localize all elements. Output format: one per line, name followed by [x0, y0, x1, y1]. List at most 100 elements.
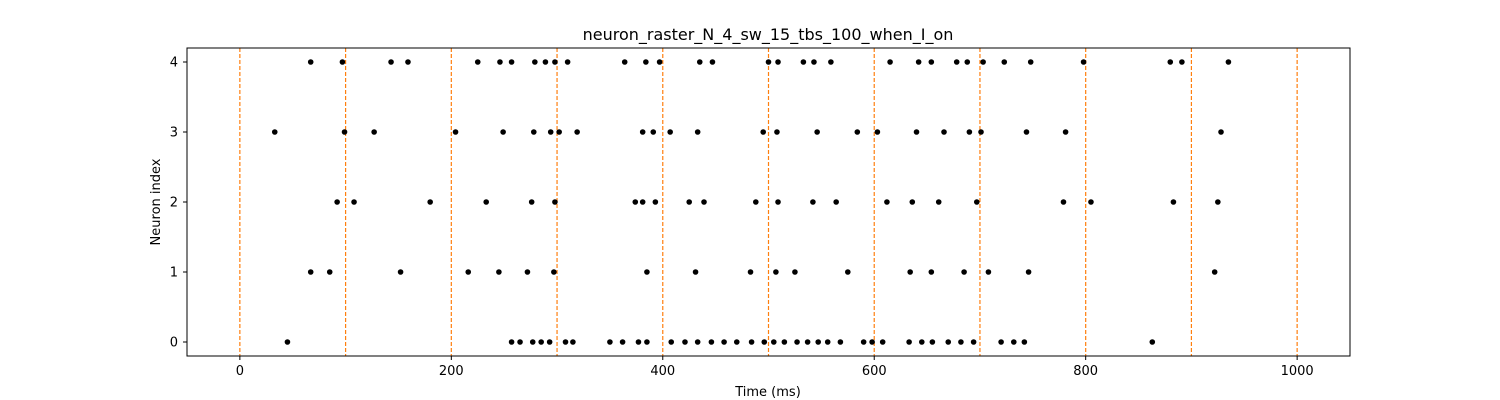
- spike-n3-12: [694, 129, 701, 135]
- spike-n2-20: [1088, 199, 1094, 205]
- spike-n1-1: [326, 269, 333, 275]
- spike-n0-1: [508, 339, 515, 345]
- spike-n0-8: [607, 339, 613, 345]
- spike-n2-11: [753, 199, 759, 205]
- spike-n4-31: [1179, 59, 1185, 65]
- spike-n3-10: [650, 129, 657, 135]
- spike-n4-3: [405, 59, 411, 65]
- spike-n1-17: [1025, 269, 1032, 275]
- spike-n0-26: [837, 339, 844, 345]
- spike-n2-22: [1215, 199, 1221, 205]
- spike-n3-11: [667, 129, 673, 135]
- spike-n0-17: [733, 339, 740, 345]
- spike-n0-7: [570, 339, 576, 345]
- spike-n2-4: [528, 199, 535, 205]
- y-axis-label: Neuron index: [149, 158, 164, 245]
- y-tick-label-4: 4: [170, 56, 178, 71]
- spike-n1-2: [397, 269, 404, 275]
- spike-n0-21: [781, 339, 788, 345]
- spike-n3-13: [760, 129, 767, 135]
- spike-n3-22: [1023, 129, 1030, 135]
- spike-n3-24: [1218, 129, 1224, 135]
- spike-n4-23: [928, 59, 935, 65]
- spike-n1-6: [551, 269, 557, 275]
- spike-n0-2: [517, 339, 523, 345]
- spike-n2-19: [1060, 199, 1067, 205]
- spike-n3-19: [941, 129, 947, 135]
- spike-n1-7: [644, 269, 650, 275]
- stimulus-lines: [239, 48, 1298, 356]
- spike-n0-39: [1149, 339, 1156, 345]
- spike-n2-6: [632, 199, 639, 205]
- spike-n1-15: [961, 269, 967, 275]
- x-axis-ticks: 0 200 400 600 800 1000: [236, 356, 1314, 379]
- spike-n3-18: [913, 129, 920, 135]
- spike-n0-24: [815, 339, 821, 345]
- x-tick-label-200: 200: [439, 364, 464, 379]
- spike-n0-12: [668, 339, 675, 345]
- spike-n1-16: [985, 269, 992, 275]
- spike-n2-1: [351, 199, 357, 205]
- spike-n0-9: [619, 339, 626, 345]
- spike-n4-17: [775, 59, 781, 65]
- spike-n4-14: [696, 59, 703, 65]
- spike-n4-13: [656, 59, 663, 65]
- spike-n2-16: [909, 199, 916, 205]
- spike-n3-20: [966, 129, 973, 135]
- spike-n0-32: [929, 339, 936, 345]
- y-tick-label-1: 1: [170, 266, 178, 281]
- spike-n0-30: [906, 339, 912, 345]
- spike-n0-5: [546, 339, 553, 345]
- spike-n4-22: [915, 59, 922, 65]
- spike-n4-21: [887, 59, 893, 65]
- x-tick-label-1000: 1000: [1281, 364, 1314, 379]
- y-tick-label-0: 0: [170, 336, 178, 351]
- spike-n2-18: [973, 199, 980, 205]
- spike-n2-14: [833, 199, 839, 205]
- spike-n4-29: [1080, 59, 1087, 65]
- spike-n2-21: [1170, 199, 1177, 205]
- spike-n0-15: [708, 339, 715, 345]
- spike-n1-10: [773, 269, 779, 275]
- spike-n3-1: [341, 129, 348, 135]
- y-axis-ticks: 0 1 2 3 4: [170, 56, 187, 351]
- spike-n2-5: [552, 199, 558, 205]
- spike-n1-18: [1211, 269, 1218, 275]
- spike-n0-19: [761, 339, 768, 345]
- x-tick-label-400: 400: [650, 364, 675, 379]
- spike-n4-18: [800, 59, 807, 65]
- spike-n4-10: [564, 59, 571, 65]
- spike-n0-4: [538, 339, 544, 345]
- spike-n1-9: [747, 269, 754, 275]
- spike-n4-20: [828, 59, 834, 65]
- spike-n3-2: [371, 129, 377, 135]
- spike-n0-0: [284, 339, 291, 345]
- spike-n4-16: [765, 59, 772, 65]
- spike-n4-26: [980, 59, 986, 65]
- spike-n2-13: [810, 199, 816, 205]
- y-tick-label-3: 3: [170, 126, 178, 141]
- spike-points: [271, 59, 1232, 345]
- spike-n0-11: [644, 339, 650, 345]
- spike-n3-6: [547, 129, 554, 135]
- spike-n0-31: [919, 339, 925, 345]
- spike-n2-3: [483, 199, 490, 205]
- spike-n3-23: [1062, 129, 1069, 135]
- spike-n4-4: [474, 59, 481, 65]
- spike-n2-9: [686, 199, 693, 205]
- spike-n0-25: [824, 339, 831, 345]
- spike-n1-14: [928, 269, 935, 275]
- spike-n0-13: [682, 339, 688, 345]
- spike-n4-15: [709, 59, 716, 65]
- spike-n1-5: [524, 269, 531, 275]
- spike-n3-15: [814, 129, 820, 135]
- spike-n4-0: [307, 59, 314, 65]
- spike-n2-8: [652, 199, 659, 205]
- spike-n4-5: [497, 59, 503, 65]
- spike-n0-18: [748, 339, 755, 345]
- spike-n3-9: [639, 129, 646, 135]
- spike-n0-35: [970, 339, 977, 345]
- spike-n4-24: [953, 59, 960, 65]
- x-axis-label: Time (ms): [734, 385, 801, 400]
